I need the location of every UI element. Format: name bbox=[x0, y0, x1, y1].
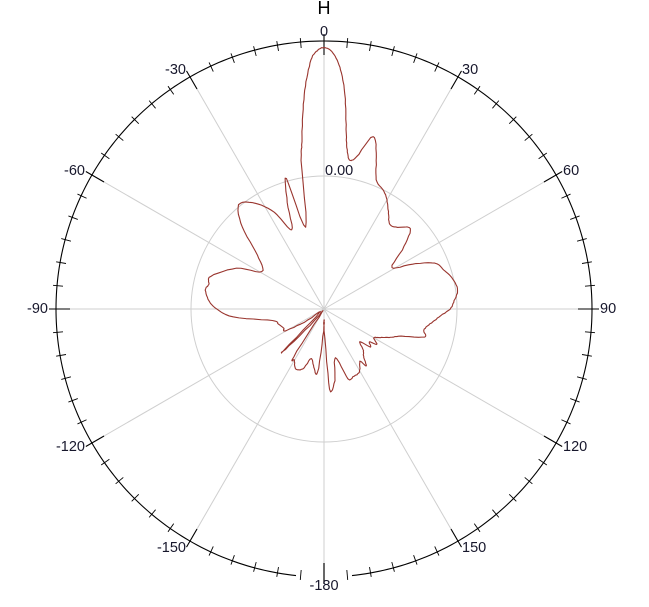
svg-text:-60: -60 bbox=[64, 163, 85, 179]
svg-text:H: H bbox=[318, 0, 331, 18]
svg-text:-30: -30 bbox=[165, 62, 186, 78]
svg-text:-150: -150 bbox=[157, 540, 186, 556]
svg-text:90: 90 bbox=[600, 301, 616, 317]
svg-text:60: 60 bbox=[563, 163, 579, 179]
svg-text:-120: -120 bbox=[56, 439, 85, 455]
svg-text:0: 0 bbox=[320, 24, 328, 40]
svg-text:150: 150 bbox=[462, 540, 486, 556]
svg-text:0.00: 0.00 bbox=[325, 163, 353, 179]
svg-text:120: 120 bbox=[563, 439, 587, 455]
svg-text:30: 30 bbox=[462, 62, 478, 78]
svg-text:-90: -90 bbox=[27, 301, 48, 317]
svg-text:-180: -180 bbox=[309, 578, 338, 594]
